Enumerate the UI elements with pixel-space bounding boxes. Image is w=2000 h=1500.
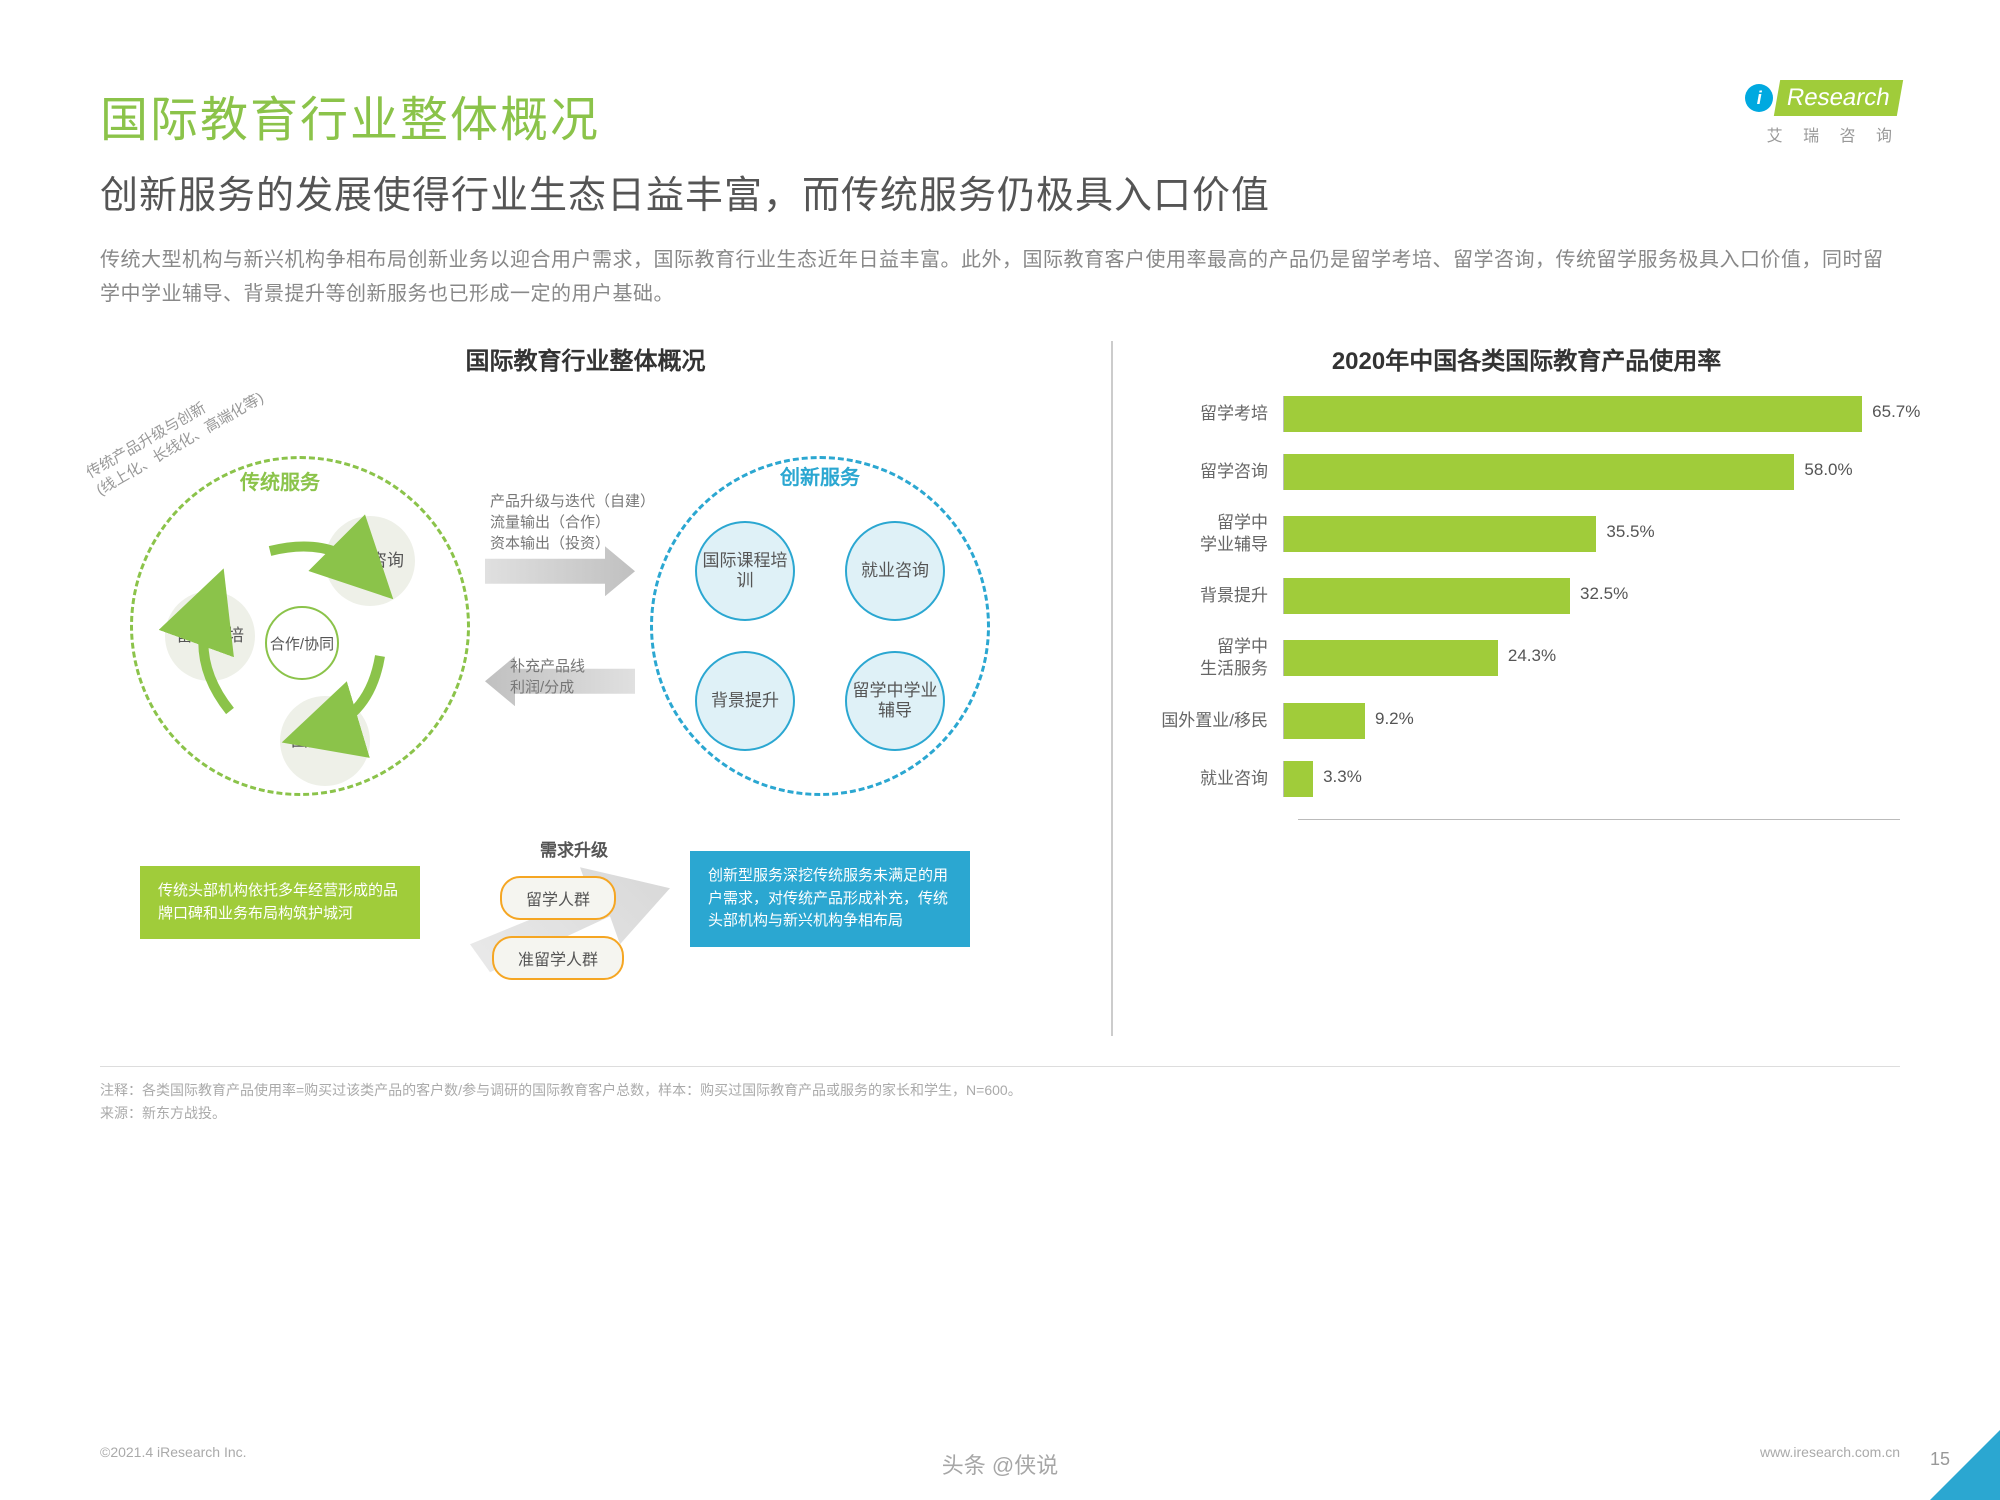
logo-icon: i <box>1745 84 1773 112</box>
bar-label: 留学中生活服务 <box>1153 636 1283 680</box>
node-job-consult: 就业咨询 <box>845 521 945 621</box>
bar-track: 9.2% <box>1283 703 1900 739</box>
innovative-label: 创新服务 <box>780 461 860 490</box>
bar-row: 留学中学业辅导 35.5% <box>1153 512 1900 556</box>
bar-row: 留学考培65.7% <box>1153 396 1900 432</box>
arrow-left-label: 补充产品线 利润/分成 <box>510 656 585 698</box>
bar-value: 58.0% <box>1804 460 1852 480</box>
bar-track: 65.7% <box>1283 396 1900 432</box>
bar-row: 留学中生活服务 24.3% <box>1153 636 1900 680</box>
bar-label: 留学考培 <box>1153 403 1283 425</box>
chart-title: 2020年中国各类国际教育产品使用率 <box>1153 341 1900 376</box>
page-description: 传统大型机构与新兴机构争相布局创新业务以迎合用户需求，国际教育行业生态近年日益丰… <box>100 243 1900 311</box>
bar-value: 9.2% <box>1375 709 1414 729</box>
arrow-right-label: 产品升级与迭代（自建） 流量输出（合作） 资本输出（投资） <box>490 491 655 554</box>
logo: i Research 艾 瑞 咨 询 <box>1745 80 1900 146</box>
footnote-note: 注释：各类国际教育产品使用率=购买过该类产品的客户数/参与调研的国际教育客户总数… <box>100 1079 1900 1101</box>
corner-decoration <box>1930 1430 2000 1500</box>
bar-value: 24.3% <box>1508 646 1556 666</box>
bar-track: 35.5% <box>1283 516 1900 552</box>
bar-track: 32.5% <box>1283 578 1900 614</box>
bar <box>1284 640 1498 676</box>
footnote: 注释：各类国际教育产品使用率=购买过该类产品的客户数/参与调研的国际教育客户总数… <box>100 1066 1900 1124</box>
bar-value: 32.5% <box>1580 584 1628 604</box>
innovative-circle <box>650 456 990 796</box>
pill-study: 留学人群 <box>500 876 616 920</box>
footnote-source: 来源：新东方战投。 <box>100 1102 1900 1124</box>
bar-label: 背景提升 <box>1153 585 1283 607</box>
page-subtitle: 创新服务的发展使得行业生态日益丰富，而传统服务仍极具入口价值 <box>100 170 1900 223</box>
bar <box>1284 578 1570 614</box>
bar-label: 国外置业/移民 <box>1153 710 1283 732</box>
page-title: 国际教育行业整体概况 <box>100 80 1900 150</box>
bar-chart: 留学考培65.7% 留学咨询 58.0% 留学中学业辅导 35.5% 背景提升 32.5% 留… <box>1153 396 1900 819</box>
bar-track: 3.3% <box>1283 761 1900 797</box>
traditional-label: 传统服务 <box>240 466 320 495</box>
pill-prestudy: 准留学人群 <box>492 936 624 980</box>
bar-track: 24.3% <box>1283 640 1900 676</box>
logo-text: Research <box>1774 80 1903 116</box>
diagram-panel: 国际教育行业整体概况 传统产品升级与创新 (线上化、长线化、高端化等) 传统服务… <box>100 341 1071 1036</box>
bar-track: 58.0% <box>1283 454 1900 490</box>
node-tutor: 留学中学业辅导 <box>845 651 945 751</box>
bar-row: 留学咨询 58.0% <box>1153 454 1900 490</box>
demand-label: 需求升级 <box>540 836 608 861</box>
bar <box>1284 703 1365 739</box>
bar-row: 背景提升 32.5% <box>1153 578 1900 614</box>
bar <box>1284 516 1596 552</box>
bar <box>1284 761 1313 797</box>
traditional-box: 传统头部机构依托多年经营形成的品牌口碑和业务布局构筑护城河 <box>140 866 420 939</box>
node-background: 背景提升 <box>695 651 795 751</box>
bar-label: 留学咨询 <box>1153 461 1283 483</box>
bar-row: 国外置业/移民 9.2% <box>1153 703 1900 739</box>
bar <box>1284 396 1862 432</box>
bar-value: 35.5% <box>1606 522 1654 542</box>
logo-subtitle: 艾 瑞 咨 询 <box>1745 122 1900 146</box>
bar-value: 3.3% <box>1323 767 1362 787</box>
copyright: ©2021.4 iResearch Inc. <box>100 1444 247 1460</box>
bar-row: 就业咨询 3.3% <box>1153 761 1900 797</box>
bar-label: 留学中学业辅导 <box>1153 512 1283 556</box>
chart-panel: 2020年中国各类国际教育产品使用率 留学考培65.7% 留学咨询 58.0% 留学中… <box>1111 341 1900 1036</box>
node-intl-course: 国际课程培训 <box>695 521 795 621</box>
cycle-arrows-icon <box>155 506 445 796</box>
footer-url: www.iresearch.com.cn <box>1760 1444 1900 1460</box>
bar <box>1284 454 1794 490</box>
innovative-box: 创新型服务深挖传统服务未满足的用户需求，对传统产品形成补充，传统头部机构与新兴机… <box>690 851 970 947</box>
bar-value: 65.7% <box>1872 402 1920 422</box>
watermark: 头条 @侠说 <box>942 1448 1058 1480</box>
bar-label: 就业咨询 <box>1153 768 1283 790</box>
